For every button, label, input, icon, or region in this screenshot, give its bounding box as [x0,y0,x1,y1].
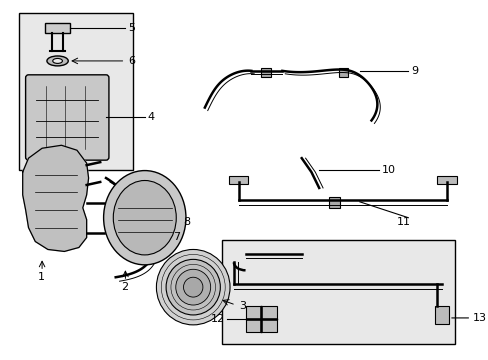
Text: 7: 7 [173,231,180,242]
Bar [222,239,454,344]
Text: 4: 4 [147,112,155,122]
Bar [261,68,270,77]
Bar [19,13,133,170]
Text: 10: 10 [381,165,395,175]
Circle shape [175,269,210,305]
Text: 3: 3 [238,301,245,311]
Text: 12: 12 [211,314,225,324]
Bar [245,306,276,332]
Circle shape [166,260,220,315]
Ellipse shape [113,180,176,255]
Bar [338,68,347,77]
Ellipse shape [47,56,68,66]
Bar [436,176,456,184]
Polygon shape [22,145,88,251]
Bar [434,306,448,324]
Bar [45,23,70,33]
Text: 6: 6 [128,56,135,66]
Text: 1: 1 [38,272,45,282]
Text: 8: 8 [183,217,190,227]
Circle shape [156,249,229,325]
FancyBboxPatch shape [25,75,109,160]
Text: 13: 13 [472,313,486,323]
Ellipse shape [103,171,185,265]
Text: 5: 5 [128,23,135,33]
Circle shape [183,277,203,297]
Text: 11: 11 [396,217,410,227]
Text: 9: 9 [410,66,418,76]
Bar [228,176,248,184]
Ellipse shape [53,58,62,63]
Text: 2: 2 [122,282,128,292]
Bar [328,197,340,208]
